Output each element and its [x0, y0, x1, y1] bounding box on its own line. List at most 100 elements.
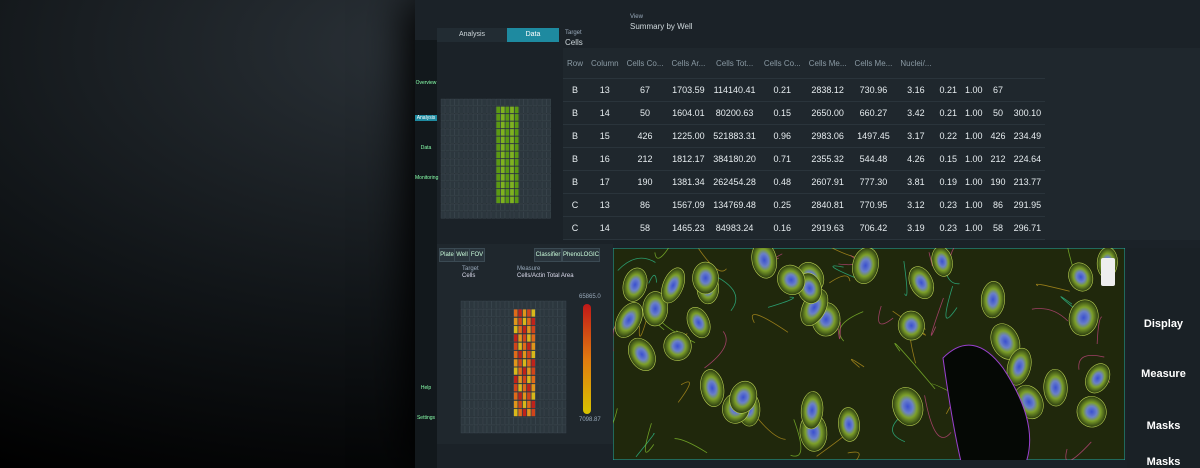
well	[557, 334, 562, 342]
well	[460, 375, 465, 384]
tool-button[interactable]: Masks	[1146, 420, 1181, 432]
well	[496, 300, 501, 309]
well	[500, 417, 505, 425]
well	[487, 334, 492, 342]
well	[463, 211, 469, 219]
well	[496, 400, 501, 409]
well	[460, 408, 465, 417]
well	[513, 400, 518, 409]
selector-value[interactable]: Cells	[565, 38, 583, 47]
well	[473, 136, 478, 144]
tab[interactable]: Analysis	[437, 28, 507, 42]
well	[537, 106, 542, 114]
selector-value[interactable]: Cells	[462, 273, 476, 279]
well	[491, 375, 496, 384]
mode-button[interactable]: Well	[454, 248, 470, 262]
well	[531, 358, 536, 367]
well	[522, 425, 527, 434]
selector-value[interactable]: Cells/Actin Total Area	[517, 273, 574, 279]
well	[468, 181, 473, 189]
well	[537, 98, 542, 106]
well	[496, 392, 501, 400]
well	[450, 128, 455, 136]
selector-value[interactable]: Summary by Well	[630, 22, 693, 31]
well	[535, 342, 540, 351]
action-button[interactable]: Classifier	[534, 248, 562, 262]
well	[440, 211, 446, 219]
well	[465, 317, 470, 326]
well	[440, 196, 446, 204]
well	[477, 136, 482, 144]
well	[523, 196, 528, 204]
table-cell: 1604.01	[667, 101, 710, 125]
well	[440, 121, 446, 129]
well	[553, 400, 558, 409]
well	[513, 367, 518, 376]
well	[544, 425, 549, 434]
table-cell: 2355.32	[804, 147, 851, 171]
table-cell: 521883.31	[709, 124, 760, 148]
well	[553, 367, 558, 376]
well	[519, 196, 524, 204]
well	[463, 136, 469, 144]
table-cell: 0.15	[935, 147, 961, 171]
well	[509, 375, 514, 384]
well	[557, 300, 562, 309]
well	[482, 317, 487, 326]
well	[519, 121, 524, 129]
well	[537, 136, 542, 144]
well	[454, 166, 459, 174]
nav-item[interactable]: Help	[420, 385, 432, 391]
nav-item[interactable]: Data	[420, 145, 432, 151]
well	[474, 408, 479, 417]
well	[469, 400, 474, 409]
well	[460, 417, 465, 425]
well	[482, 128, 487, 136]
nav-item[interactable]: Overview	[415, 80, 437, 86]
well	[553, 425, 558, 434]
table-row: C 13 86 1567.09 134769.48 0.25 2840.81 770.95 3.…	[563, 193, 1046, 217]
well	[440, 166, 446, 174]
table-cell: 0.25	[759, 193, 805, 217]
well	[531, 408, 536, 417]
well	[478, 350, 483, 359]
tool-button[interactable]: Masks	[1146, 456, 1181, 468]
action-button[interactable]: PhenoLOGIC	[562, 248, 600, 262]
well	[482, 367, 487, 376]
mode-button[interactable]: FOV	[469, 248, 485, 262]
mode-button[interactable]: Plate	[439, 248, 455, 262]
well	[500, 151, 505, 159]
well	[526, 334, 531, 342]
well	[468, 121, 473, 129]
well	[535, 367, 540, 376]
table-cell: B	[563, 124, 588, 148]
well	[486, 151, 492, 159]
well	[491, 325, 496, 334]
well	[509, 181, 515, 189]
well	[542, 98, 547, 106]
table-cell: B	[563, 170, 588, 194]
nav-item[interactable]: Analysis	[415, 115, 437, 121]
table-cell: 1.00	[961, 124, 987, 148]
well	[496, 408, 501, 417]
well	[491, 181, 496, 189]
well	[562, 383, 567, 392]
well	[486, 196, 492, 204]
well	[553, 392, 558, 400]
well	[460, 342, 465, 351]
well	[553, 375, 558, 384]
well	[562, 317, 567, 326]
well	[487, 408, 492, 417]
tool-button[interactable]: Display	[1143, 318, 1184, 330]
well	[482, 383, 487, 392]
tab[interactable]: Data	[507, 28, 559, 42]
nav-item[interactable]: Monitoring	[415, 175, 439, 181]
tool-button[interactable]: Measure	[1141, 368, 1186, 380]
well	[557, 383, 562, 392]
nav-item[interactable]: Settings	[416, 415, 436, 421]
column-header	[961, 48, 987, 79]
well	[491, 392, 496, 400]
table-cell: 544.48	[850, 147, 897, 171]
well	[445, 188, 450, 196]
well	[473, 98, 478, 106]
